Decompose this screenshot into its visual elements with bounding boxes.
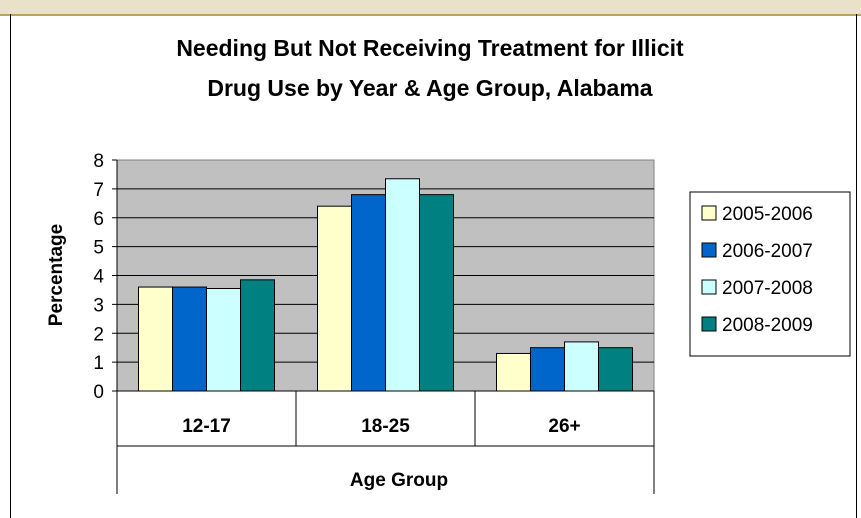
chart-title-line-2: Drug Use by Year & Age Group, Alabama <box>207 75 652 101</box>
legend-swatch-2006-2007 <box>701 242 717 258</box>
y-tick-label: 5 <box>93 238 104 259</box>
bar-18-25-2005-2006 <box>317 205 352 392</box>
y-tick-label: 6 <box>93 209 104 230</box>
bar-18-25-2007-2008 <box>385 178 420 392</box>
window-top-strip <box>0 0 861 16</box>
y-tick-label: 7 <box>93 180 104 201</box>
bar-12-17-2008-2009 <box>240 279 275 392</box>
legend: 2005-2006 2006-2007 2007-2008 2008-2009 <box>689 191 851 357</box>
y-tick-label: 8 <box>93 151 104 172</box>
bar-12-17-2006-2007 <box>172 286 207 392</box>
bar-26+-2005-2006 <box>496 352 531 392</box>
y-tick-label: 4 <box>93 267 104 288</box>
y-tick-label: 3 <box>93 295 104 316</box>
bar-26+-2006-2007 <box>530 347 565 392</box>
y-tick-label: 1 <box>93 353 104 374</box>
legend-swatch-2007-2008 <box>701 279 717 295</box>
bar-26+-2007-2008 <box>564 341 599 392</box>
y-tick-label: 2 <box>93 324 104 345</box>
legend-box <box>689 191 851 357</box>
x-tick-label: 18-25 <box>361 416 410 437</box>
legend-swatch-2005-2006 <box>701 205 717 221</box>
legend-swatch-2008-2009 <box>701 316 717 332</box>
axes: 0 1 2 3 4 5 6 7 8 12-17 18-25 26+ <box>93 151 655 494</box>
legend-label: 2007-2008 <box>722 278 813 299</box>
y-tick-label: 0 <box>93 382 104 403</box>
frame-left-border <box>10 14 11 518</box>
frame-right-border <box>856 14 857 518</box>
legend-label: 2006-2007 <box>722 241 813 262</box>
x-axis-title: Age Group <box>350 470 448 491</box>
x-tick-label: 12-17 <box>182 416 231 437</box>
legend-label: 2005-2006 <box>722 204 813 225</box>
bar-12-17-2005-2006 <box>138 286 173 392</box>
bar-26+-2008-2009 <box>598 347 633 392</box>
bar-18-25-2008-2009 <box>419 194 454 392</box>
x-tick-label: 26+ <box>548 416 580 437</box>
y-axis-title: Percentage <box>46 224 67 326</box>
bar-18-25-2006-2007 <box>351 194 386 392</box>
chart-title-line-1: Needing But Not Receiving Treatment for … <box>176 35 684 61</box>
bars <box>138 178 633 392</box>
legend-label: 2008-2009 <box>722 315 813 336</box>
bar-12-17-2007-2008 <box>206 287 241 392</box>
